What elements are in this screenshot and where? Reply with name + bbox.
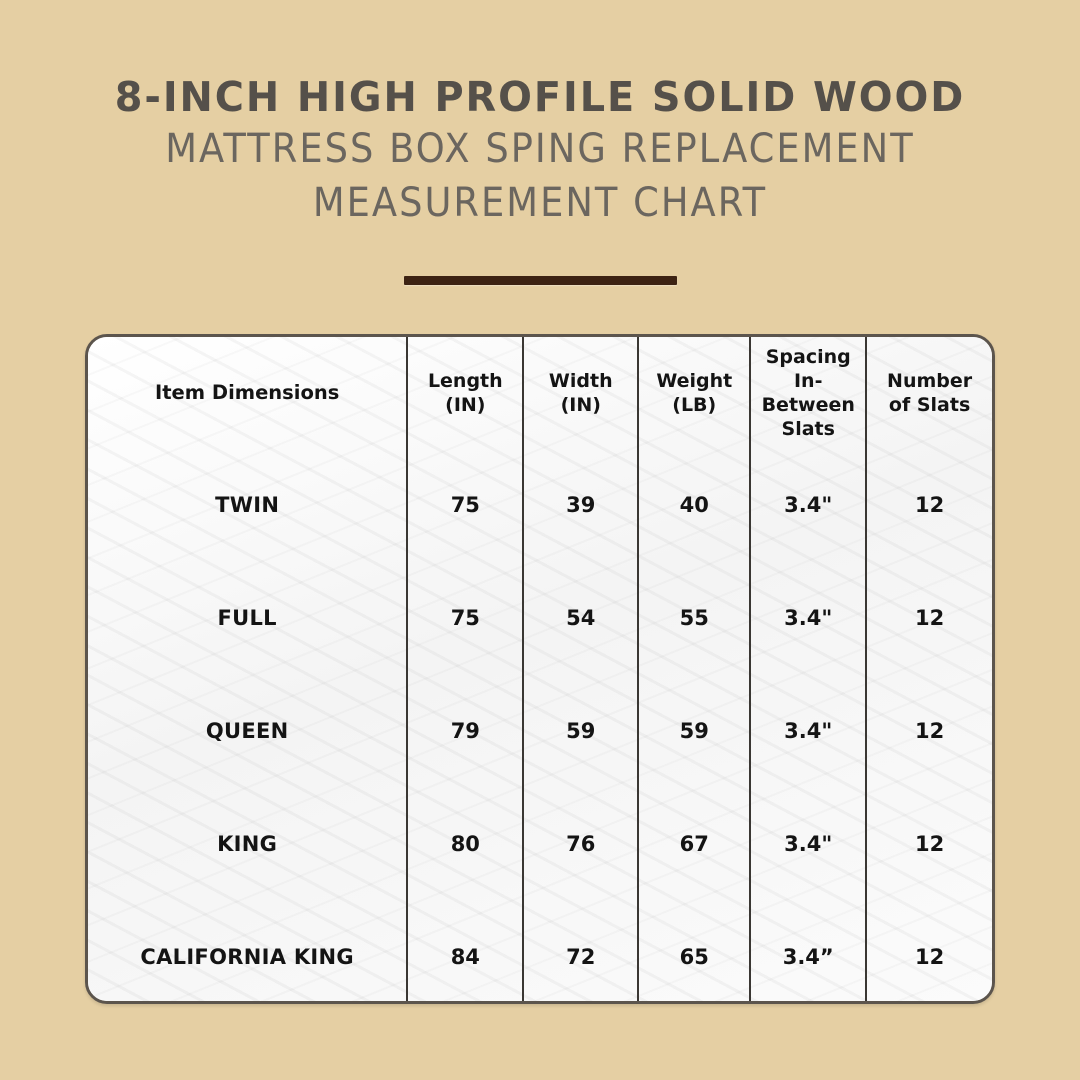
- measurement-chart-table-card: Item Dimensions Length (IN) Width (IN) W…: [85, 334, 995, 1004]
- column-header-item-dimensions: Item Dimensions: [88, 337, 407, 448]
- cell-spacing: 3.4": [749, 674, 867, 787]
- table-header-row: Item Dimensions Length (IN) Width (IN) W…: [88, 337, 992, 448]
- cell-length: 75: [406, 448, 524, 561]
- title-divider-bar: [404, 276, 677, 285]
- cell-number-of-slats: 12: [865, 448, 992, 561]
- table-row: TWIN 75 39 40 3.4" 12: [88, 448, 992, 561]
- column-header-width: Width (IN): [522, 337, 639, 448]
- cell-item-dimensions: CALIFORNIA KING: [140, 944, 354, 969]
- cell-length: 79: [406, 674, 524, 787]
- column-header-width-label: Width: [548, 369, 613, 392]
- column-header-spacing-sublabel: In-Between: [761, 369, 855, 416]
- cell-spacing: 3.4": [749, 448, 867, 561]
- column-header-item-dimensions-label: Item Dimensions: [154, 380, 340, 404]
- title-line-2: MATTRESS BOX SPING REPLACEMENT: [165, 126, 915, 172]
- column-header-weight-unit: (LB): [672, 393, 717, 416]
- column-header-spacing-label: Spacing: [765, 345, 851, 368]
- cell-item-dimensions: KING: [217, 831, 278, 856]
- cell-weight: 59: [637, 674, 751, 787]
- column-header-width-unit: (IN): [560, 393, 601, 416]
- title-block: 8-INCH HIGH PROFILE SOLID WOOD MATTRESS …: [0, 72, 1080, 230]
- column-header-weight: Weight (LB): [637, 337, 751, 448]
- title-line-3: MEASUREMENT CHART: [312, 180, 768, 226]
- column-header-number-label: Number: [887, 369, 973, 392]
- cell-weight: 67: [637, 787, 751, 900]
- cell-weight: 40: [637, 448, 751, 561]
- cell-spacing: 3.4”: [749, 900, 867, 1001]
- cell-spacing: 3.4": [749, 561, 867, 674]
- cell-number-of-slats: 12: [865, 674, 992, 787]
- column-header-length-label: Length: [427, 369, 503, 392]
- column-header-length-unit: (IN): [445, 393, 486, 416]
- cell-item-dimensions: QUEEN: [205, 718, 289, 743]
- cell-width: 76: [522, 787, 639, 900]
- cell-weight: 55: [637, 561, 751, 674]
- cell-item-dimensions: FULL: [217, 605, 277, 630]
- title-line-1: 8-INCH HIGH PROFILE SOLID WOOD: [114, 73, 966, 121]
- cell-number-of-slats: 12: [865, 787, 992, 900]
- cell-width: 59: [522, 674, 639, 787]
- cell-spacing: 3.4": [749, 787, 867, 900]
- column-header-number-sublabel: of Slats: [888, 393, 971, 416]
- cell-width: 54: [522, 561, 639, 674]
- cell-width: 72: [522, 900, 639, 1001]
- column-header-number-of-slats: Number of Slats: [865, 337, 992, 448]
- cell-number-of-slats: 12: [865, 561, 992, 674]
- cell-weight: 65: [637, 900, 751, 1001]
- cell-length: 75: [406, 561, 524, 674]
- column-header-spacing-in-between-slats: Spacing In-Between Slats: [749, 337, 867, 448]
- cell-length: 80: [406, 787, 524, 900]
- table-row: QUEEN 79 59 59 3.4" 12: [88, 674, 992, 787]
- column-header-spacing-sublabel-2: Slats: [781, 417, 835, 440]
- table-body: TWIN 75 39 40 3.4" 12 FULL 75 54 55 3.4"…: [88, 448, 992, 1001]
- table-row: CALIFORNIA KING 84 72 65 3.4” 12: [88, 900, 992, 1001]
- cell-item-dimensions: TWIN: [215, 492, 280, 517]
- measurement-chart-table: Item Dimensions Length (IN) Width (IN) W…: [88, 337, 992, 1001]
- column-header-weight-label: Weight: [656, 369, 733, 392]
- table-header: Item Dimensions Length (IN) Width (IN) W…: [88, 337, 992, 448]
- column-header-length: Length (IN): [406, 337, 524, 448]
- table-row: FULL 75 54 55 3.4" 12: [88, 561, 992, 674]
- cell-length: 84: [406, 900, 524, 1001]
- cell-width: 39: [522, 448, 639, 561]
- cell-number-of-slats: 12: [865, 900, 992, 1001]
- table-row: KING 80 76 67 3.4" 12: [88, 787, 992, 900]
